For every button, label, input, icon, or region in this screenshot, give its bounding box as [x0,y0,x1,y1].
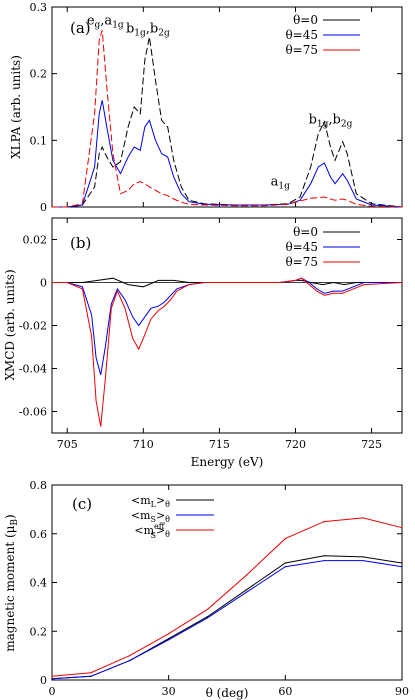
y-tick-label: -0.06 [19,406,47,419]
data-point [90,672,92,674]
data-point [362,556,364,558]
data-point [168,639,170,641]
x-tick-label: 725 [361,438,382,451]
y-tick-label: 0.8 [30,479,48,492]
peak-annotation: b1g,b2g [126,21,170,38]
panel-b-frame [51,217,403,434]
data-point [401,566,403,568]
data-point [401,527,403,529]
panel-b-ylabel: XMCD (arb. units) [3,269,17,380]
panel-c-ylabel: magnetic moment (μB) [3,514,20,651]
panel-b-label: (b) [70,234,91,252]
y-tick-label: 0.3 [30,1,48,14]
series-line-1 [52,277,402,376]
data-point [323,520,325,523]
x-tick-label: 60 [278,685,292,698]
series-line-1 [51,560,403,680]
data-point [168,637,170,640]
panel-a-series [52,30,403,208]
y-tick-label: 0.02 [23,234,48,247]
y-tick-label: 0.2 [30,625,48,638]
data-point [401,562,403,564]
y-tick-label: 0.6 [30,528,48,541]
panel-b-xlabel: Energy (eV) [191,455,264,469]
series-line-2 [51,517,403,677]
panel-b-legend: θ=0θ=45θ=75 [285,225,360,269]
y-tick-label: 0.4 [30,577,48,590]
y-tick-label: 0 [40,674,47,687]
panel-c-legend: <mL>θ<mS>θ<meff S>θ [131,494,214,540]
data-point [323,555,325,557]
data-point [245,589,248,591]
data-point [51,678,53,680]
y-tick-label: 0.1 [30,134,48,147]
y-tick-label: 0 [40,277,47,290]
panel-a-ylabel: XLPA (arb. units) [9,55,23,159]
x-tick-label: 0 [49,685,56,698]
data-point [129,659,131,662]
data-point [362,517,364,519]
legend-label: θ=45 [285,240,318,254]
series-line-0 [52,36,403,208]
panel-c-frame [51,484,403,681]
data-point [245,591,248,593]
x-tick-label: 720 [285,438,306,451]
series-line-1 [52,100,403,208]
panel-c-series [51,517,403,680]
peak-annotation: eg,a1g [87,13,124,30]
series-line-2 [52,277,403,427]
panel-a-frame [51,6,403,208]
x-tick-label: 715 [209,438,230,451]
y-tick-label: 0 [40,201,47,214]
legend-label: <meff S>θ [134,522,170,540]
data-point [284,566,286,568]
data-point [51,675,53,677]
data-point [284,538,286,540]
y-tick-label: -0.02 [19,320,47,333]
y-tick-label: -0.04 [19,363,47,376]
y-tick-label: 0.2 [30,68,48,81]
data-point [129,655,131,657]
data-point [206,616,209,618]
panel-c-xlabel: θ (deg) [206,686,249,700]
data-point [323,559,325,562]
legend-label: θ=45 [285,28,318,42]
data-point [284,562,286,564]
panel-a-legend: θ=0θ=45θ=75 [285,13,360,57]
legend-label: θ=75 [285,43,318,57]
series-line-2 [52,30,403,208]
data-point [90,675,92,677]
x-tick-label: 705 [57,438,78,451]
legend-label: θ=0 [293,225,318,239]
series-line-0 [51,555,403,680]
panel-a-label: (a) [70,19,91,37]
x-tick-label: 710 [133,438,154,451]
data-point [245,574,248,576]
data-point [206,617,209,619]
data-point [206,608,209,610]
legend-label: <mS>θ [131,509,170,524]
data-point [362,559,364,562]
peak-annotation: a1g [271,175,290,192]
peak-annotation: b1g,b2g [309,113,353,130]
panel-c-moment: 0 30 60 90 0 0.2 0.4 0.6 0.8 (c) magnetic moment… [3,479,409,700]
x-tick-label: 30 [162,685,176,698]
legend-label: θ=0 [293,13,318,27]
panel-b-series [52,277,403,427]
x-tick-label: 90 [395,685,409,698]
data-point [168,633,170,635]
panel-c-label: (c) [72,495,92,513]
legend-label: <mL>θ [131,494,170,509]
legend-label: θ=75 [285,255,318,269]
